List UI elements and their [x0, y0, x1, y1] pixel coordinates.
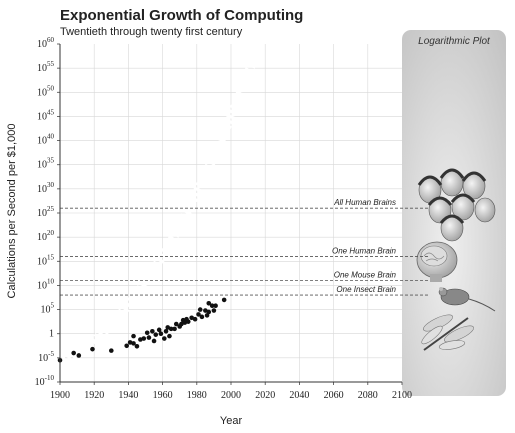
reference-label: One Mouse Brain [334, 271, 397, 280]
y-axis-label: Calculations per Second per $1,000 [6, 124, 18, 299]
chart-title: Exponential Growth of Computing [60, 7, 303, 24]
x-axis-label: Year [220, 415, 243, 427]
y-tick-label: 10-5 [38, 350, 54, 364]
reference-label: All Human Brains [333, 198, 396, 207]
human-brain-illustration [416, 241, 458, 282]
data-point [211, 308, 217, 313]
x-tick-label: 1920 [84, 390, 104, 401]
data-point [168, 326, 174, 332]
data-point [172, 326, 177, 332]
reference-label: One Insect Brain [336, 285, 396, 294]
data-point [131, 341, 136, 346]
y-tick-label: 1050 [37, 84, 55, 98]
y-tick-label: 1015 [37, 253, 55, 267]
data-point [199, 314, 205, 320]
y-tick-label: 1 [49, 329, 54, 340]
data-point [156, 327, 162, 333]
data-point [158, 331, 164, 337]
trend-band [61, 44, 263, 366]
human-heads-illustration [417, 168, 496, 242]
data-point [163, 329, 169, 334]
y-tick-label: 1025 [37, 205, 55, 219]
data-point [209, 303, 215, 309]
y-tick-label: 105 [41, 302, 55, 316]
x-tick-label: 2040 [289, 390, 309, 401]
data-point [151, 338, 157, 344]
y-tick-label: 1055 [37, 60, 55, 74]
x-tick-label: 2100 [392, 390, 412, 401]
x-tick-label: 2080 [358, 390, 378, 401]
data-point [185, 319, 191, 324]
x-tick-label: 1900 [50, 390, 70, 401]
data-point [173, 321, 179, 327]
mouse-illustration [438, 287, 496, 312]
y-tick-label: 1035 [37, 157, 55, 171]
data-point [124, 343, 129, 349]
data-point [167, 333, 172, 339]
data-point [150, 329, 155, 334]
data-point [162, 336, 167, 341]
data-point [206, 300, 212, 306]
x-tick-label: 1960 [153, 390, 173, 401]
dragonfly-illustration [421, 314, 474, 351]
y-tick-label: 1040 [37, 133, 55, 147]
data-point [144, 330, 150, 336]
data-point [146, 335, 152, 340]
y-tick-label: 1020 [37, 229, 55, 243]
y-tick-label: 1045 [37, 108, 55, 122]
data-point [76, 353, 82, 358]
data-point [71, 350, 76, 356]
data-point [153, 332, 159, 337]
data-point [131, 333, 136, 339]
x-tick-label: 1980 [187, 390, 207, 401]
x-tick-label: 1940 [118, 390, 138, 401]
reference-label: One Human Brain [332, 246, 397, 255]
data-point [196, 312, 201, 317]
y-tick-label: 1030 [37, 181, 55, 195]
data-point [206, 309, 212, 315]
x-tick-label: 2000 [221, 390, 241, 401]
panel-label: Logarithmic Plot [418, 36, 491, 47]
data-point [213, 303, 218, 309]
data-point [134, 343, 140, 349]
chart-subtitle: Twentieth through twenty first century [60, 26, 243, 38]
data-point [221, 297, 227, 303]
data-point [192, 316, 198, 322]
data-point [90, 346, 95, 352]
y-tick-label: 10-10 [35, 374, 55, 388]
x-tick-label: 2020 [255, 390, 275, 401]
y-tick-label: 1010 [37, 277, 55, 291]
x-tick-label: 2060 [324, 390, 344, 401]
data-point [109, 348, 114, 353]
data-point [141, 336, 147, 341]
y-tick-label: 1060 [37, 36, 55, 50]
data-point [197, 307, 203, 312]
